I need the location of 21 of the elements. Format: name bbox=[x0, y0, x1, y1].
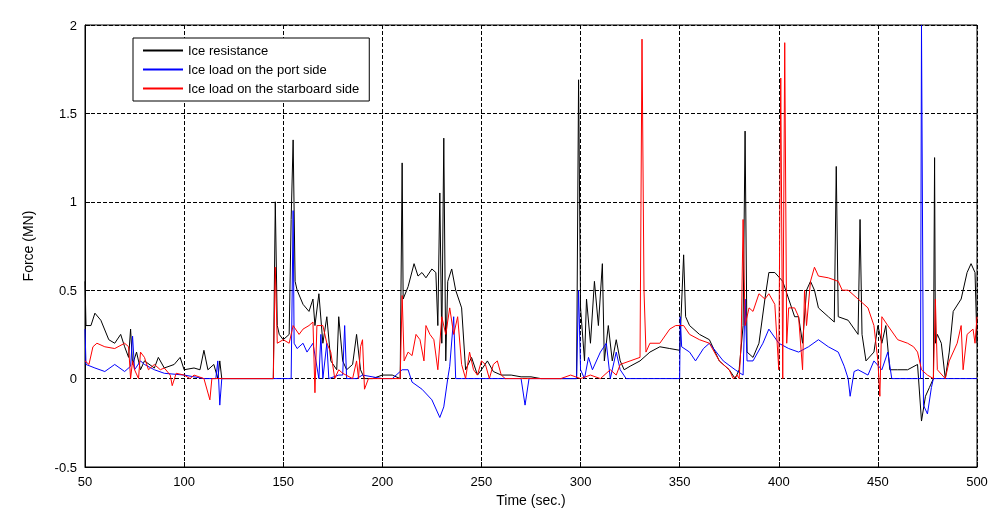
y-tick-label: 2 bbox=[69, 17, 77, 33]
x-tick-label: 300 bbox=[569, 474, 592, 489]
x-tick-label: 150 bbox=[272, 474, 295, 489]
legend-label: Ice load on the starboard side bbox=[188, 81, 360, 96]
y-tick-label: 0.5 bbox=[58, 282, 77, 298]
legend-label: Ice load on the port side bbox=[188, 62, 327, 77]
x-tick-label: 50 bbox=[77, 474, 93, 489]
x-tick-label: 450 bbox=[867, 474, 889, 489]
y-tick-label: 1.5 bbox=[58, 105, 77, 121]
x-tick-label: 350 bbox=[668, 474, 691, 489]
x-tick-label: 200 bbox=[371, 474, 394, 489]
x-tick-label: 400 bbox=[767, 474, 790, 489]
y-tick-label: 1 bbox=[69, 194, 77, 210]
legend-label: Ice resistance bbox=[188, 43, 269, 58]
x-tick-label: 100 bbox=[173, 474, 195, 489]
y-axis-title: Force (MN) bbox=[20, 210, 36, 282]
y-tick-label: 0 bbox=[69, 371, 77, 387]
x-tick-label: 500 bbox=[966, 474, 988, 489]
x-axis-title: Time (sec.) bbox=[496, 492, 566, 508]
y-tick-label: -0.5 bbox=[54, 459, 77, 475]
x-tick-label: 250 bbox=[470, 474, 493, 489]
